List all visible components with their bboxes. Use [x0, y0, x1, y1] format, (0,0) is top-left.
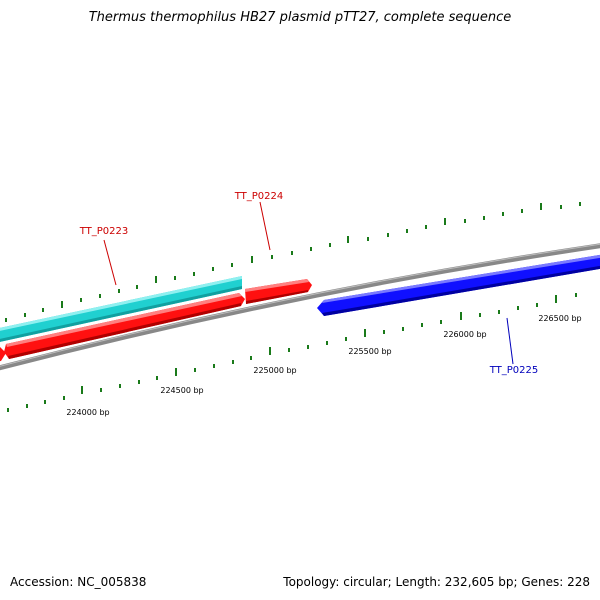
- gene-left-stub[interactable]: [0, 347, 6, 362]
- topology-summary: Topology: circular; Length: 232,605 bp; …: [283, 575, 590, 589]
- gene-tt-p0223[interactable]: [4, 293, 245, 359]
- gene-tt-p0224[interactable]: [245, 279, 312, 304]
- accession-text: Accession: NC_005838: [10, 575, 147, 589]
- inner-tick-track: [7, 293, 577, 412]
- scale-label: 224500 bp: [160, 386, 203, 395]
- leader-line-tt-p0223: [103, 239, 117, 286]
- leader-line-tt-p0224: [259, 201, 271, 251]
- scale-labels: 224000 bp 224500 bp 225000 bp 225500 bp …: [66, 314, 581, 417]
- leader-line-tt-p0225: [506, 317, 514, 365]
- scale-label: 224000 bp: [66, 408, 109, 417]
- sequence-backbone: [0, 243, 600, 371]
- gene-label-tt-p0225[interactable]: TT_P0225: [489, 365, 539, 376]
- scale-label: 225500 bp: [348, 347, 391, 356]
- map-title: Thermus thermophilus HB27 plasmid pTT27,…: [88, 10, 512, 25]
- gene-tt-p0223-highlight[interactable]: [0, 276, 242, 343]
- outer-tick-track: [5, 202, 581, 322]
- gene-label-tt-p0224[interactable]: TT_P0224: [234, 191, 284, 202]
- scale-label: 226500 bp: [538, 314, 581, 323]
- scale-label: 225000 bp: [253, 366, 296, 375]
- gene-label-tt-p0223[interactable]: TT_P0223: [79, 226, 129, 237]
- gene-tt-p0225[interactable]: [317, 254, 600, 316]
- scale-label: 226000 bp: [443, 330, 486, 339]
